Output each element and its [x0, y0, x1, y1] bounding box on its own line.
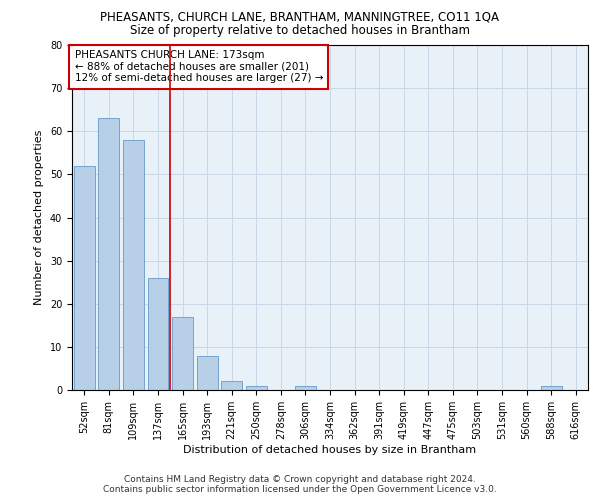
Bar — [74, 166, 95, 390]
Bar — [172, 316, 193, 390]
Y-axis label: Number of detached properties: Number of detached properties — [34, 130, 44, 305]
Bar — [246, 386, 267, 390]
Text: PHEASANTS, CHURCH LANE, BRANTHAM, MANNINGTREE, CO11 1QA: PHEASANTS, CHURCH LANE, BRANTHAM, MANNIN… — [101, 11, 499, 24]
X-axis label: Distribution of detached houses by size in Brantham: Distribution of detached houses by size … — [184, 444, 476, 454]
Bar — [123, 140, 144, 390]
Text: Size of property relative to detached houses in Brantham: Size of property relative to detached ho… — [130, 24, 470, 37]
Bar — [295, 386, 316, 390]
Bar — [541, 386, 562, 390]
Text: PHEASANTS CHURCH LANE: 173sqm
← 88% of detached houses are smaller (201)
12% of : PHEASANTS CHURCH LANE: 173sqm ← 88% of d… — [74, 50, 323, 84]
Text: Contains HM Land Registry data © Crown copyright and database right 2024.
Contai: Contains HM Land Registry data © Crown c… — [103, 474, 497, 494]
Bar — [197, 356, 218, 390]
Bar — [98, 118, 119, 390]
Bar — [221, 382, 242, 390]
Bar — [148, 278, 169, 390]
